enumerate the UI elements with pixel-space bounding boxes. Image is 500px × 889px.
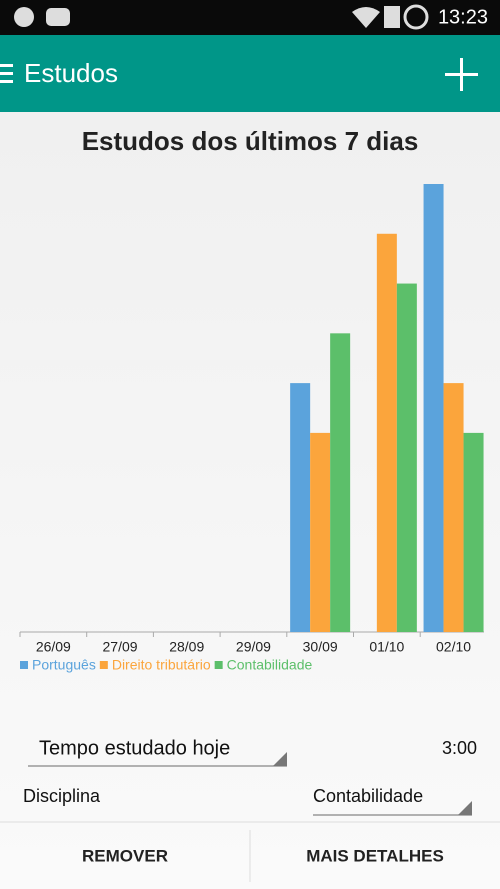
bar — [423, 184, 444, 632]
signal-icon — [384, 6, 400, 28]
discipline-spinner[interactable]: Contabilidade — [313, 786, 472, 816]
status-time: 13:23 — [438, 6, 488, 28]
bar — [463, 432, 484, 632]
legend-swatch — [214, 661, 223, 669]
x-tick-label: 29/09 — [236, 639, 271, 655]
discipline-label: Disciplina — [23, 786, 101, 806]
status-icon — [46, 8, 70, 26]
x-tick-label: 28/09 — [169, 639, 204, 655]
chart-title: Estudos dos últimos 7 dias — [82, 126, 419, 156]
legend-swatch — [20, 661, 28, 669]
legend-label: Português — [32, 657, 96, 673]
time-spinner[interactable]: Tempo estudado hoje — [28, 737, 287, 767]
legend-label: Contabilidade — [227, 657, 313, 673]
details-button[interactable]: MAIS DETALHES — [306, 846, 444, 865]
wifi-icon — [352, 7, 380, 28]
time-value: 3:00 — [442, 738, 477, 758]
bar — [290, 383, 311, 632]
x-tick-label: 27/09 — [103, 639, 138, 655]
remove-button[interactable]: REMOVER — [82, 846, 168, 865]
status-bar — [0, 0, 500, 35]
toolbar — [0, 35, 500, 112]
legend-label: Direito tributário — [112, 657, 211, 673]
x-tick-label: 01/10 — [369, 639, 404, 655]
bar — [443, 383, 464, 632]
status-icon — [14, 7, 34, 27]
discipline-value: Contabilidade — [313, 786, 423, 806]
bar — [376, 233, 397, 632]
toolbar-title: Estudos — [24, 58, 118, 88]
x-tick-label: 02/10 — [436, 639, 471, 655]
x-tick-label: 26/09 — [36, 639, 71, 655]
add-button[interactable] — [445, 58, 478, 91]
bar — [330, 333, 351, 632]
menu-button[interactable] — [0, 64, 13, 83]
x-tick-label: 30/09 — [303, 639, 338, 655]
legend-swatch — [99, 661, 108, 669]
battery-icon — [403, 4, 429, 30]
bar — [396, 283, 417, 632]
bar — [310, 432, 331, 632]
time-label: Tempo estudado hoje — [39, 737, 230, 759]
